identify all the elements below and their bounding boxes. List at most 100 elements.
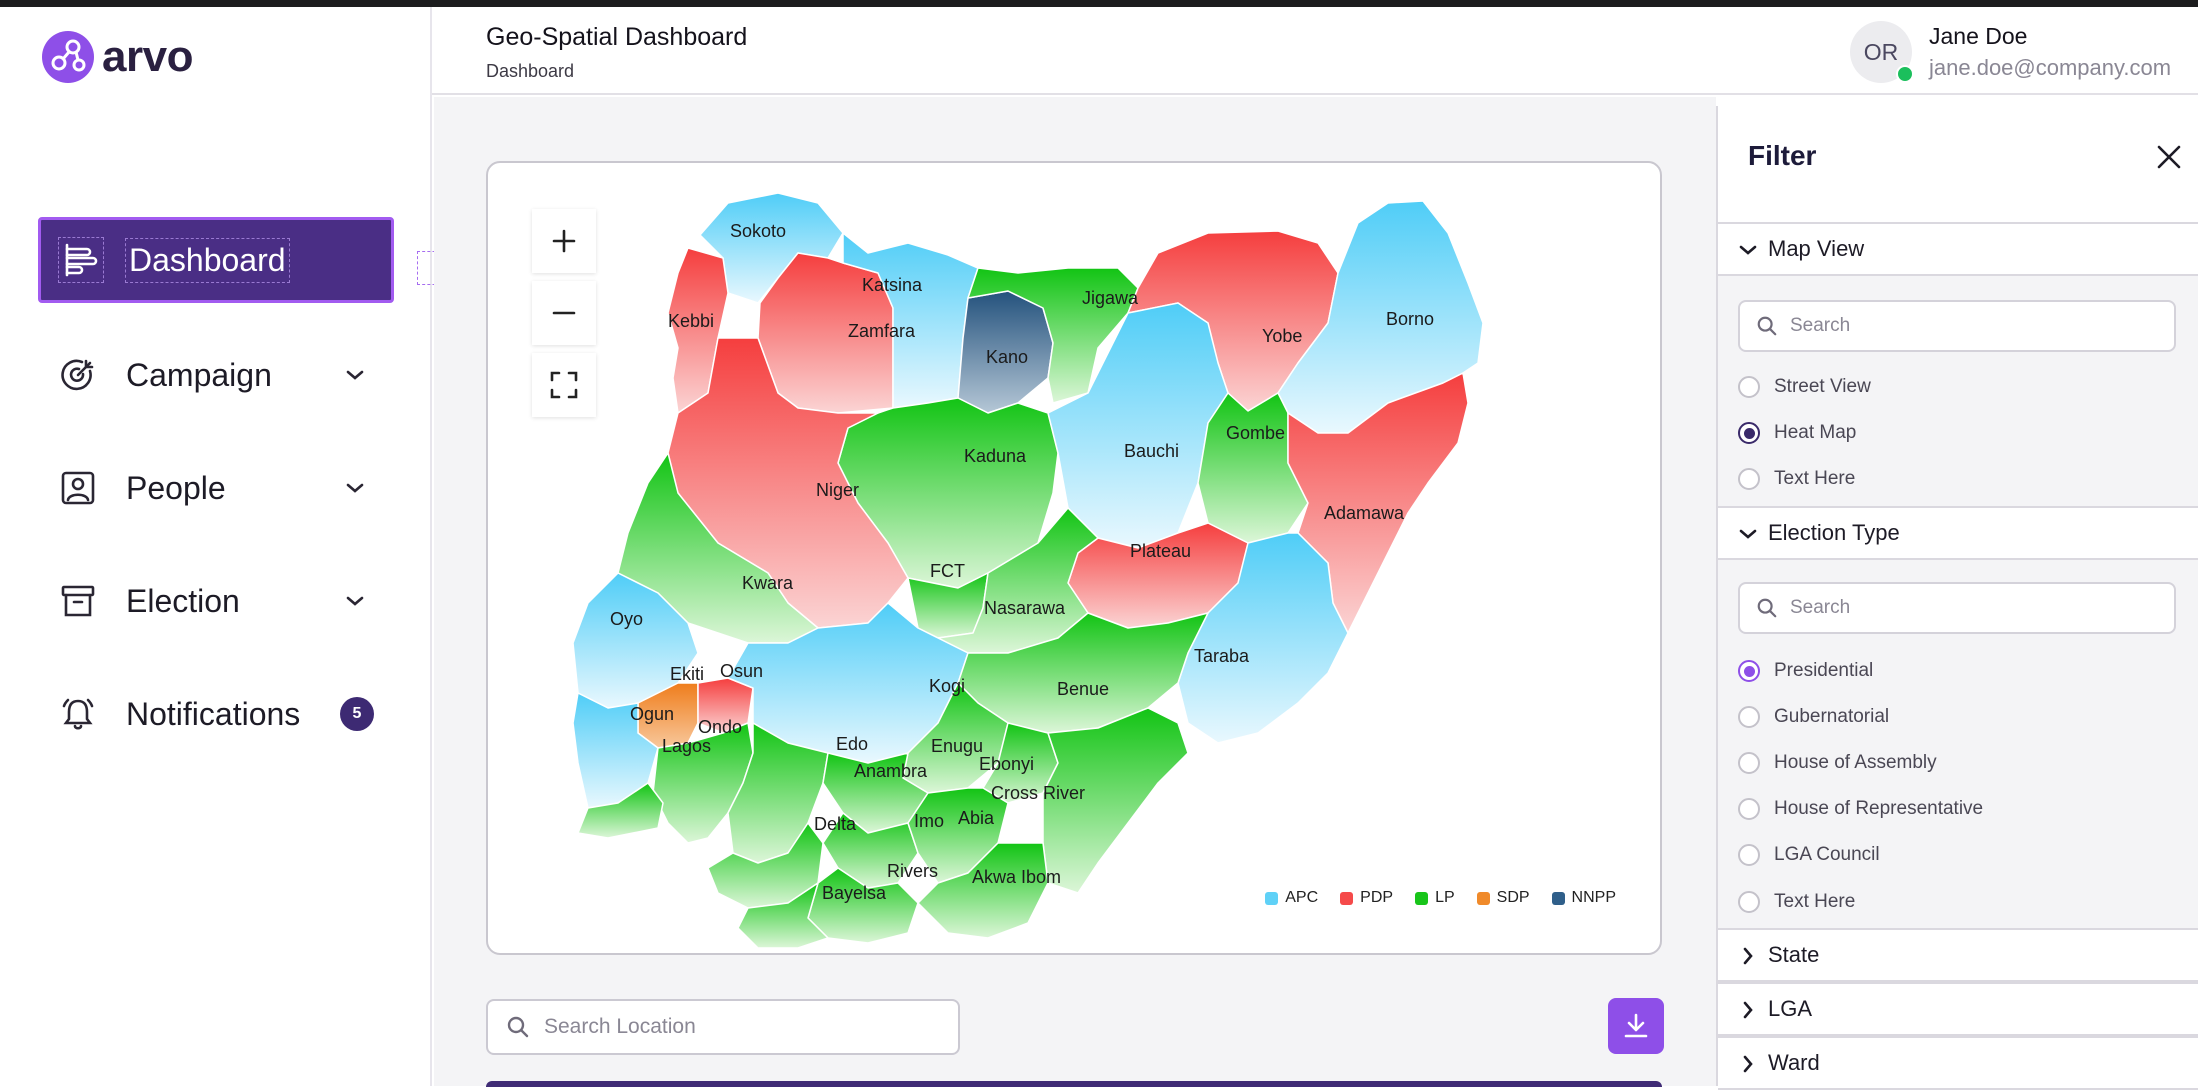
state-label-akwa-ibom: Akwa Ibom — [972, 867, 1061, 887]
radio-button[interactable] — [1738, 752, 1760, 774]
state-label-lagos: Lagos — [662, 736, 711, 756]
state-label-bauchi: Bauchi — [1124, 441, 1179, 461]
sidebar-item-people[interactable]: People — [38, 445, 394, 531]
download-button[interactable] — [1608, 998, 1664, 1054]
archive-box-icon — [58, 581, 98, 621]
radio-gubernatorial[interactable]: Gubernatorial — [1738, 702, 1889, 732]
radio-label: Street View — [1774, 376, 1871, 397]
map-view-search[interactable] — [1738, 300, 2176, 352]
radio-button[interactable] — [1738, 891, 1760, 913]
main-content: Sokoto Katsina Jigawa Kebbi Zamfara Kano… — [434, 97, 1716, 1087]
section-label: Election Type — [1768, 520, 1900, 545]
section-state[interactable]: State — [1718, 928, 2198, 982]
chevron-down-icon — [1736, 522, 1760, 546]
map-view-options: Street View Heat Map Text Here — [1718, 276, 2198, 506]
fullscreen-icon — [550, 371, 578, 399]
state-label-ondo: Ondo — [698, 717, 742, 737]
radio-button[interactable] — [1738, 468, 1760, 490]
radio-text-here[interactable]: Text Here — [1738, 464, 1855, 494]
legend-swatch — [1340, 891, 1354, 905]
radio-presidential[interactable]: Presidential — [1738, 656, 1873, 686]
sidebar-item-label: Campaign — [126, 356, 272, 393]
state-label-anambra: Anambra — [854, 761, 928, 781]
sidebar-item-campaign[interactable]: Campaign — [38, 332, 394, 418]
state-cross-river[interactable] — [1042, 707, 1189, 894]
legend-label: APC — [1285, 889, 1319, 906]
state-abia[interactable] — [907, 787, 1009, 884]
radio-street-view[interactable]: Street View — [1738, 372, 1871, 402]
radio-house-of-assembly[interactable]: House of Assembly — [1738, 748, 1937, 778]
state-label-zamfara: Zamfara — [848, 321, 916, 341]
chevron-down-icon[interactable] — [340, 360, 370, 390]
state-akwa-ibom[interactable] — [917, 842, 1049, 939]
breadcrumb[interactable]: Dashboard — [486, 61, 575, 81]
state-label-delta: Delta — [814, 814, 857, 834]
user-email: jane.doe@company.com — [1929, 55, 2172, 80]
state-label-fct: FCT — [930, 561, 965, 581]
sidebar-item-election[interactable]: Election — [38, 558, 394, 644]
legend-swatch — [1265, 891, 1279, 905]
logo[interactable]: arvo — [40, 29, 193, 85]
search-icon — [1757, 598, 1777, 618]
radio-button[interactable] — [1738, 798, 1760, 820]
target-icon — [58, 355, 98, 395]
state-label-osun: Osun — [720, 661, 763, 681]
radio-lga-council[interactable]: LGA Council — [1738, 840, 1880, 870]
radio-heat-map[interactable]: Heat Map — [1738, 418, 1856, 448]
sidebar: arvo Dashboard Campaign People — [0, 7, 451, 1086]
map-view-search-input[interactable] — [1790, 315, 2150, 337]
state-label-borno: Borno — [1386, 309, 1434, 329]
radio-text-here[interactable]: Text Here — [1738, 887, 1855, 917]
radio-house-of-representative[interactable]: House of Representative — [1738, 794, 1983, 824]
window-top-bar — [0, 0, 2198, 7]
state-label-nasarawa: Nasarawa — [984, 598, 1066, 618]
radio-button[interactable] — [1738, 376, 1760, 398]
section-label: Map View — [1768, 236, 1865, 261]
chevron-right-icon — [1736, 998, 1760, 1022]
state-label-abia: Abia — [958, 808, 995, 828]
state-label-kwara: Kwara — [742, 573, 794, 593]
person-card-icon — [58, 468, 98, 508]
section-ward[interactable]: Ward — [1718, 1036, 2198, 1090]
radio-button[interactable] — [1738, 706, 1760, 728]
radio-label: LGA Council — [1774, 844, 1880, 865]
state-label-katsina: Katsina — [862, 275, 923, 295]
radio-label: Heat Map — [1774, 422, 1857, 443]
close-icon[interactable] — [2154, 142, 2184, 172]
radio-label: House of Assembly — [1774, 752, 1937, 773]
election-type-options: Presidential Gubernatorial House of Asse… — [1718, 560, 2198, 934]
zoom-out-button[interactable] — [532, 281, 596, 345]
radio-button-selected[interactable] — [1738, 660, 1760, 682]
section-election-type[interactable]: Election Type — [1718, 506, 2198, 560]
sidebar-item-dashboard[interactable]: Dashboard — [38, 217, 394, 303]
section-map-view[interactable]: Map View — [1718, 222, 2198, 276]
section-lga[interactable]: LGA — [1718, 982, 2198, 1036]
radio-button-selected[interactable] — [1738, 422, 1760, 444]
dashboard-icon — [58, 237, 104, 283]
chevron-down-icon[interactable] — [340, 473, 370, 503]
election-type-search-input[interactable] — [1790, 597, 2150, 619]
zoom-in-button[interactable] — [532, 209, 596, 273]
fullscreen-button[interactable] — [532, 353, 596, 417]
section-label: Ward — [1768, 1050, 1820, 1075]
sidebar-item-notifications[interactable]: Notifications 5 — [38, 671, 394, 757]
state-label-ekiti: Ekiti — [670, 664, 704, 684]
nigeria-heat-map[interactable]: Sokoto Katsina Jigawa Kebbi Zamfara Kano… — [488, 163, 1662, 955]
notification-count-badge: 5 — [340, 697, 374, 731]
state-bayelsa[interactable] — [737, 882, 829, 949]
radio-button[interactable] — [1738, 844, 1760, 866]
state-label-bayelsa: Bayelsa — [822, 883, 887, 903]
legend-item-pdp: PDP — [1340, 889, 1393, 907]
state-lagos[interactable] — [577, 782, 664, 839]
chevron-down-icon[interactable] — [340, 586, 370, 616]
election-type-search[interactable] — [1738, 582, 2176, 634]
legend-swatch — [1551, 891, 1565, 905]
location-search[interactable] — [486, 999, 960, 1055]
sidebar-item-label: Dashboard — [125, 237, 290, 283]
sidebar-item-label: Election — [126, 582, 240, 619]
legend-item-lp: LP — [1415, 889, 1455, 907]
state-gombe[interactable] — [1197, 392, 1309, 544]
state-label-plateau: Plateau — [1130, 541, 1191, 561]
location-search-input[interactable] — [544, 1015, 924, 1039]
download-icon — [1624, 1013, 1648, 1038]
